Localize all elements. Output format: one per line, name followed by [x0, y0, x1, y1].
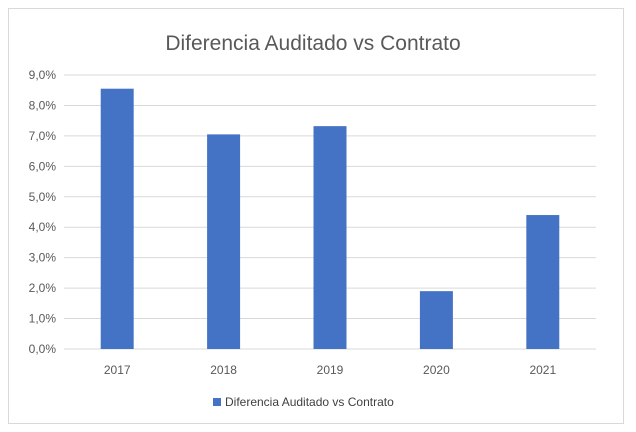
bar-2018 — [207, 134, 241, 349]
bar-2021 — [526, 215, 560, 349]
x-tick-label: 2017 — [104, 363, 131, 377]
chart-title: Diferencia Auditado vs Contrato — [165, 32, 460, 55]
x-tick-label: 2021 — [529, 363, 556, 377]
y-tick-label: 6,0% — [29, 159, 57, 173]
bar-2020 — [419, 291, 453, 349]
y-axis-tick-labels: 0,0% 1,0% 2,0% 3,0% 4,0% 5,0% 6,0% 7,0% 8,0% 9,0% — [29, 68, 57, 356]
y-tick-label: 4,0% — [29, 220, 57, 234]
x-tick-label: 2020 — [423, 363, 450, 377]
y-tick-label: 2,0% — [29, 281, 57, 295]
legend-label: Diferencia Auditado vs Contrato — [225, 395, 394, 409]
bars — [100, 88, 560, 349]
x-axis-tick-labels: 2017 2018 2019 2020 2021 — [104, 363, 557, 377]
x-tick-label: 2019 — [317, 363, 344, 377]
y-tick-label: 0,0% — [29, 342, 57, 356]
y-tick-label: 3,0% — [29, 251, 57, 265]
y-tick-label: 8,0% — [29, 98, 57, 112]
y-tick-label: 9,0% — [29, 68, 57, 82]
x-tick-label: 2018 — [210, 363, 237, 377]
chart-frame: Diferencia Auditado vs Contrato 0,0% 1,0%… — [8, 8, 624, 424]
legend-swatch — [213, 398, 221, 406]
bar-2017 — [100, 88, 134, 349]
y-tick-label: 7,0% — [29, 129, 57, 143]
legend: Diferencia Auditado vs Contrato — [213, 395, 394, 409]
y-tick-label: 5,0% — [29, 190, 57, 204]
bar-chart: Diferencia Auditado vs Contrato 0,0% 1,0%… — [29, 32, 596, 409]
y-tick-label: 1,0% — [29, 312, 57, 326]
bar-2019 — [313, 126, 347, 349]
